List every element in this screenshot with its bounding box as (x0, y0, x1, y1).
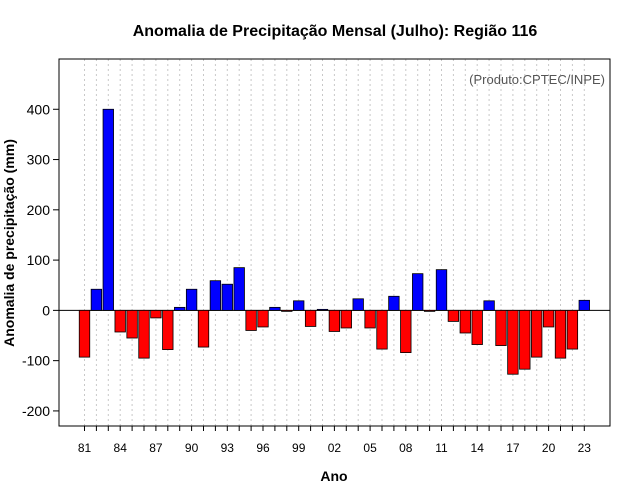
bar-2000 (304, 309, 317, 327)
bar-2020 (542, 309, 555, 328)
bar-2005 (364, 309, 376, 329)
bar-2017 (507, 309, 519, 375)
x-tick-label: 23 (578, 441, 592, 455)
bar-2002 (328, 309, 341, 332)
bar-1996 (257, 309, 269, 328)
bar-2014 (471, 309, 483, 345)
y-axis: -200 -100 0 100 200 300 400 (22, 101, 59, 419)
bar-2013 (459, 309, 471, 334)
bar-1990 (185, 288, 198, 311)
y-tick-label: -200 (22, 403, 50, 419)
bar-2006 (376, 309, 388, 350)
y-tick-label: -100 (22, 353, 50, 369)
x-tick-label: 99 (292, 441, 306, 455)
bar-2001 (316, 308, 329, 311)
bar-1983 (102, 108, 114, 311)
x-tick-label: 14 (471, 441, 485, 455)
bar-1995 (245, 309, 257, 331)
source-annotation: (Produto:CPTEC/INPE) (469, 72, 605, 87)
bar-2021 (554, 309, 567, 359)
x-tick-label: 96 (256, 441, 270, 455)
bar-2007 (388, 295, 400, 311)
x-tick-label: 93 (221, 441, 235, 455)
y-axis-label: Anomalia de precipitação (mm) (1, 139, 17, 347)
y-tick-label: 200 (27, 202, 51, 218)
x-tick-label: 02 (328, 441, 342, 455)
y-tick-label: 300 (27, 152, 51, 168)
bar-2011 (435, 269, 448, 311)
x-tick-label: 05 (363, 441, 377, 455)
bar-1989 (174, 306, 186, 311)
bar-2023 (578, 299, 590, 311)
bar-1998 (281, 309, 293, 312)
x-tick-label: 17 (506, 441, 520, 455)
bar-2010 (423, 309, 436, 312)
bars (78, 108, 590, 375)
x-tick-label: 84 (114, 441, 128, 455)
y-tick-label: 400 (27, 101, 51, 117)
bar-2015 (483, 300, 495, 311)
y-tick-label: 100 (27, 252, 51, 268)
bar-2004 (352, 298, 364, 311)
bar-1987 (150, 309, 162, 319)
chart-title: Anomalia de Precipitação Mensal (Julho):… (133, 23, 538, 40)
bar-1997 (269, 306, 281, 311)
bar-1999 (293, 300, 305, 311)
bar-2018 (519, 309, 531, 370)
bar-1988 (162, 309, 174, 350)
bar-1991 (197, 309, 210, 348)
bar-2008 (400, 309, 412, 354)
x-tick-label: 11 (435, 441, 448, 455)
bar-1992 (209, 280, 222, 311)
bar-2022 (566, 309, 579, 350)
bar-1982 (90, 288, 103, 311)
bar-2016 (495, 309, 507, 346)
bar-1986 (138, 309, 150, 359)
bar-1994 (233, 267, 245, 311)
x-tick-label: 87 (149, 441, 163, 455)
x-tick-label: 08 (399, 441, 413, 455)
x-axis-label: Ano (320, 468, 347, 484)
bar-1981 (78, 309, 91, 358)
bar-1993 (221, 283, 233, 311)
bar-1985 (126, 309, 138, 339)
bar-2009 (412, 273, 424, 311)
bar-2012 (447, 309, 460, 322)
x-tick-label: 81 (78, 441, 92, 455)
bar-2003 (340, 309, 352, 329)
x-tick-label: 90 (185, 441, 199, 455)
bar-1984 (114, 309, 126, 333)
y-tick-label: 0 (42, 302, 50, 318)
x-tick-label: 20 (542, 441, 556, 455)
bar-2019 (531, 309, 543, 358)
x-axis: 81 84 87 90 93 96 99 02 05 08 11 14 17 20 23 (78, 426, 591, 455)
